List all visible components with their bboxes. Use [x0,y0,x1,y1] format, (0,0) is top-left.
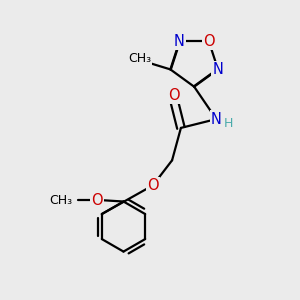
Text: CH₃: CH₃ [128,52,151,65]
Text: O: O [91,193,103,208]
Text: N: N [211,112,222,127]
Text: O: O [147,178,159,193]
Text: H: H [224,117,233,130]
Text: N: N [212,62,224,77]
Text: N: N [174,34,185,49]
Text: O: O [203,34,215,49]
Text: CH₃: CH₃ [50,194,73,207]
Text: O: O [168,88,179,103]
